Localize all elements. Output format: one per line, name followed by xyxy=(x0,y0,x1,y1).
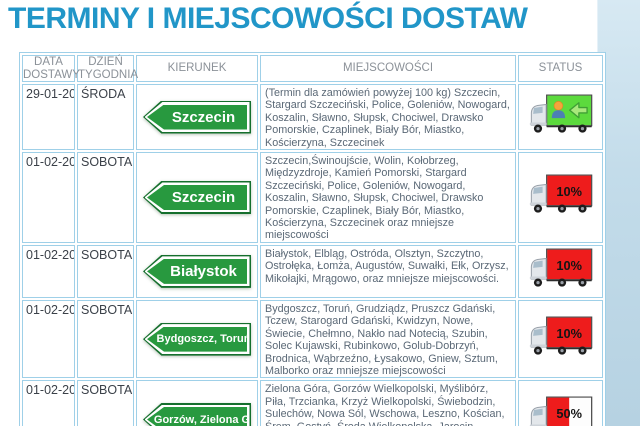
status-cell: 10% xyxy=(518,299,603,379)
direction-road-sign: Szczecin xyxy=(143,100,251,134)
weekday: SOBOTA xyxy=(77,244,134,298)
places-list: Zielona Góra, Gorzów Wielkopolski, Myśli… xyxy=(260,380,516,426)
table-row: 01-02-2014 SOBOTA Gorzów, Zielona G. Zie… xyxy=(22,380,603,426)
status-cell: 10% xyxy=(518,152,603,243)
delivery-schedule-table: DATA DOSTAWY DZIEŃ TYGODNIA KIERUNEK MIE… xyxy=(19,52,606,426)
direction-cell: Gorzów, Zielona G. xyxy=(136,380,258,426)
delivery-date: 01-02-2014 xyxy=(22,380,75,426)
direction-label: Białystok xyxy=(170,262,237,280)
truck-status-icon xyxy=(528,92,594,138)
table-row: 01-02-2014 SOBOTA Bydgoszcz, Toruń Bydgo… xyxy=(22,299,603,379)
table-row: 29-01-2014 ŚRODA Szczecin (Termin dla za… xyxy=(22,84,603,151)
sign-face: Gorzów, Zielona G. xyxy=(147,407,247,426)
places-list: (Termin dla zamówień powyżej 100 kg) Szc… xyxy=(260,84,516,151)
truck-status-icon: 50% xyxy=(528,394,594,426)
direction-label: Bydgoszcz, Toruń xyxy=(156,333,251,346)
svg-text:10%: 10% xyxy=(556,326,582,341)
direction-label: Gorzów, Zielona G. xyxy=(153,413,254,426)
direction-cell: Białystok xyxy=(136,244,258,298)
sign-face: Szczecin xyxy=(147,184,247,210)
page-title: TERMINY I MIEJSCOWOŚCI DOSTAW xyxy=(8,2,528,35)
direction-road-sign: Białystok xyxy=(143,254,251,288)
direction-cell: Bydgoszcz, Toruń xyxy=(136,299,258,379)
direction-cell: Szczecin xyxy=(136,152,258,243)
delivery-date: 01-02-2014 xyxy=(22,244,75,298)
direction-road-sign: Bydgoszcz, Toruń xyxy=(143,322,251,356)
sign-face: Białystok xyxy=(147,258,247,284)
weekday: SOBOTA xyxy=(77,152,134,243)
delivery-date: 29-01-2014 xyxy=(22,84,75,151)
table-header-row: DATA DOSTAWY DZIEŃ TYGODNIA KIERUNEK MIE… xyxy=(22,55,603,82)
delivery-date: 01-02-2014 xyxy=(22,299,75,379)
places-list: Bydgoszcz, Toruń, Grudziądz, Pruszcz Gda… xyxy=(260,299,516,379)
column-header-status: STATUS xyxy=(518,55,603,82)
direction-road-sign: Gorzów, Zielona G. xyxy=(143,403,251,426)
truck-status-icon: 10% xyxy=(528,246,594,292)
svg-text:10%: 10% xyxy=(556,184,582,199)
table-row: 01-02-2014 SOBOTA Szczecin Szczecin,Świn… xyxy=(22,152,603,243)
svg-text:10%: 10% xyxy=(556,258,582,273)
table-row: 01-02-2014 SOBOTA Białystok Białystok, E… xyxy=(22,244,603,298)
column-header-delivery-date: DATA DOSTAWY xyxy=(22,55,80,82)
column-header-places: MIEJSCOWOŚCI xyxy=(260,55,516,82)
sign-face: Bydgoszcz, Toruń xyxy=(147,326,247,352)
delivery-date: 01-02-2014 xyxy=(22,152,75,243)
sign-face: Szczecin xyxy=(147,104,247,130)
weekday: SOBOTA xyxy=(77,299,134,379)
column-header-weekday: DZIEŃ TYGODNIA xyxy=(77,55,139,82)
direction-road-sign: Szczecin xyxy=(143,180,251,214)
direction-label: Szczecin xyxy=(171,188,236,206)
svg-text:50%: 50% xyxy=(556,406,582,421)
status-cell: 10% xyxy=(518,244,603,298)
places-list: Białystok, Elbląg, Ostróda, Olsztyn, Szc… xyxy=(260,244,516,298)
truck-status-icon: 10% xyxy=(528,172,594,218)
truck-status-icon: 10% xyxy=(528,314,594,360)
status-cell: 50% xyxy=(518,380,603,426)
column-header-direction: KIERUNEK xyxy=(136,55,258,82)
places-list: Szczecin,Świnoujście, Wolin, Kołobrzeg, … xyxy=(260,152,516,243)
weekday: SOBOTA xyxy=(77,380,134,426)
weekday: ŚRODA xyxy=(77,84,134,151)
direction-cell: Szczecin xyxy=(136,84,258,151)
status-cell xyxy=(518,84,603,151)
direction-label: Szczecin xyxy=(171,108,236,126)
